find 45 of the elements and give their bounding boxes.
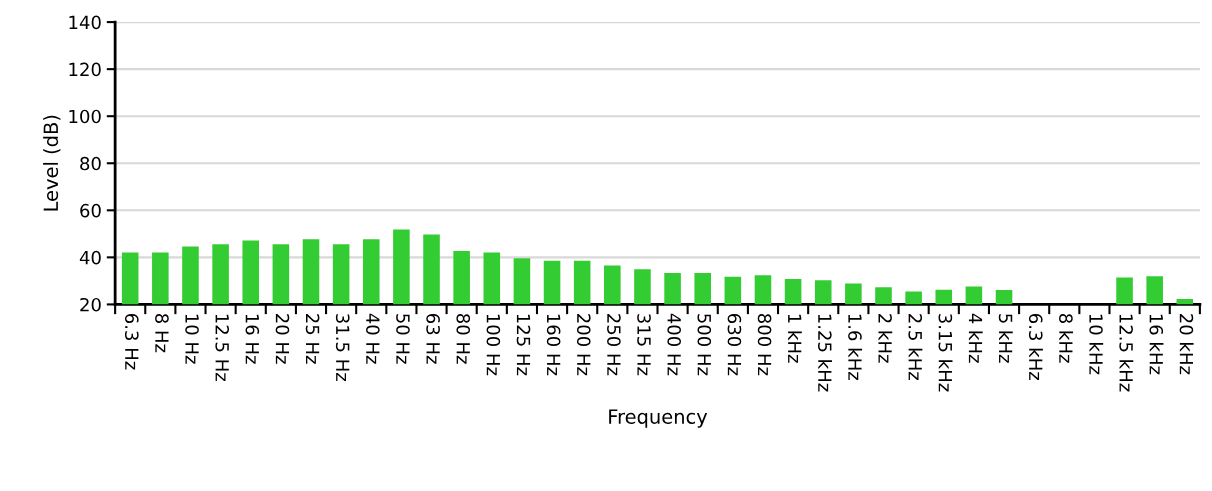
x-tick-label: 630 Hz (727, 314, 742, 376)
x-tick-label: 500 Hz (697, 314, 712, 376)
x-tick-label: 6.3 Hz (124, 314, 139, 370)
x-tick-label: 315 Hz (637, 314, 651, 376)
x-tick-label: 200 Hz (576, 314, 591, 376)
x-tick-label: 12.5 kHz (1119, 314, 1134, 392)
x-tick-label: 20 Hz (275, 314, 290, 364)
x-tick-label: 6.3 kHz (1028, 314, 1043, 380)
y-tick-label: 60 (80, 203, 101, 218)
x-tick-label: 10 kHz (1089, 314, 1104, 375)
x-tick-label: 4 kHz (968, 313, 983, 363)
y-axis-title: Level (dB) (43, 115, 61, 211)
x-tick-label: 2 kHz (878, 314, 893, 363)
x-tick-label: 1 kHz (788, 314, 802, 363)
x-tick-label: 31.5 Hz (335, 314, 350, 381)
x-tick-label: 20 kHz (1179, 314, 1194, 375)
x-tick-label: 5 kHz (998, 314, 1013, 363)
x-tick-label: 8 Hz (155, 313, 169, 353)
x-tick-label: 25 Hz (305, 314, 320, 364)
x-tick-label: 63 Hz (426, 314, 440, 364)
x-tick-label: 80 Hz (456, 313, 471, 364)
y-tick-label: 40 (79, 250, 101, 265)
x-tick-label: 8 kHz (1059, 313, 1074, 363)
y-tick-label: 140 (69, 15, 101, 30)
x-tick-label: 40 Hz (366, 313, 380, 364)
x-tick-label: 16 Hz (245, 314, 260, 364)
x-tick-label: 400 Hz (667, 313, 681, 376)
x-tick-label: 125 Hz (516, 314, 531, 376)
x-tick-label: 50 Hz (396, 314, 410, 364)
x-tick-label: 1.25 kHz (818, 314, 832, 392)
x-tick-label: 16 kHz (1149, 314, 1164, 375)
x-tick-label: 160 Hz (546, 314, 561, 376)
x-tick-label: 12.5 Hz (215, 314, 230, 381)
x-tick-label: 10 Hz (185, 314, 199, 364)
x-tick-label: 100 Hz (486, 314, 501, 376)
y-tick-label: 120 (69, 62, 101, 77)
y-tick-label: 20 (80, 297, 101, 312)
x-tick-label: 2.5 kHz (908, 314, 923, 380)
x-tick-label: 1.6 kHz (848, 314, 863, 380)
x-tick-label: 800 Hz (757, 313, 772, 376)
y-tick-label: 80 (80, 156, 101, 171)
y-tick-label: 100 (69, 109, 101, 124)
x-axis-title: Frequency (609, 409, 708, 428)
x-tick-label: 250 Hz (607, 314, 621, 376)
x-tick-label: 3.15 kHz (938, 314, 953, 392)
